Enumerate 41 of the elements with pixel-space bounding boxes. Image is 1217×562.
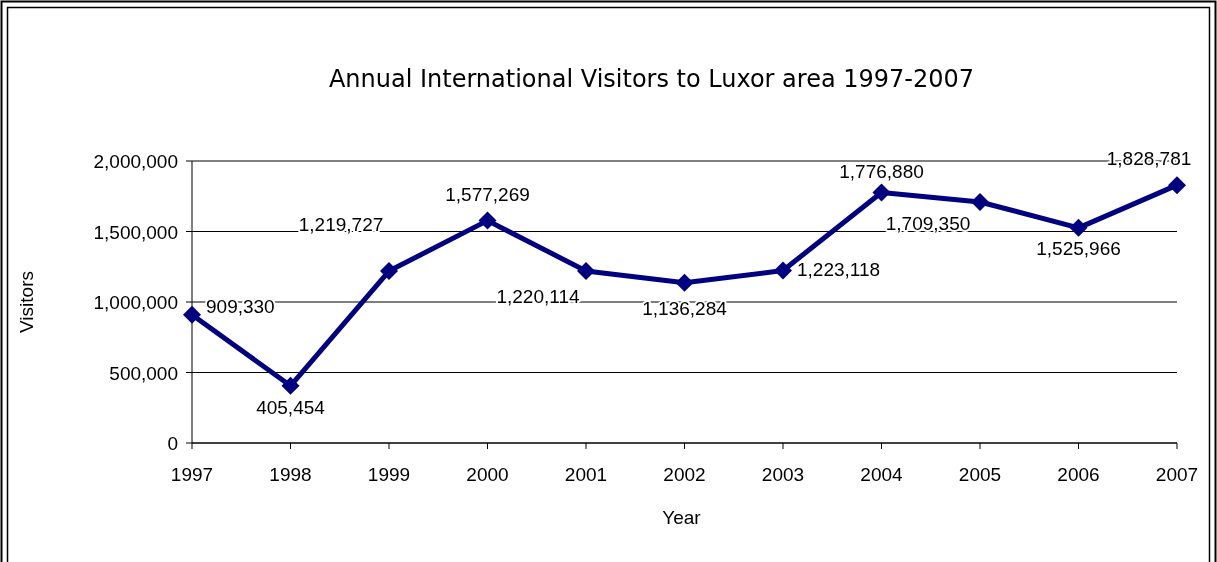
x-tick-label: 2004 [860, 464, 904, 485]
y-tick-label: 0 [167, 433, 178, 454]
x-tick-label: 1998 [269, 464, 312, 485]
data-label: 1,776,880 [839, 161, 924, 183]
point [1168, 176, 1186, 195]
data-label: 405,454 [256, 396, 326, 418]
point [1069, 218, 1088, 237]
x-axis-title: Year [662, 507, 702, 528]
x-tick-label: 2002 [663, 464, 706, 485]
data-label: 1,709,350 [885, 212, 971, 234]
data-label: 1,136,284 [642, 297, 728, 319]
point [774, 261, 792, 280]
x-tick-label: 2003 [761, 464, 805, 485]
x-tick-label: 2001 [564, 464, 608, 485]
x-tick-label: 2005 [958, 464, 1002, 485]
data-label: 1,577,269 [445, 183, 530, 205]
data-label: 1,223,118 [797, 258, 881, 280]
point [577, 261, 595, 280]
point [380, 262, 398, 281]
data-label: 1,219,727 [298, 214, 384, 236]
x-tick-label: 2006 [1057, 464, 1100, 485]
point [478, 211, 497, 230]
point [971, 192, 989, 211]
point [675, 273, 694, 292]
point [183, 305, 201, 324]
point [281, 376, 300, 395]
data-label: 1,525,966 [1036, 237, 1121, 259]
data-label: 1,220,114 [496, 285, 580, 307]
x-tick-label: 2007 [1155, 464, 1199, 485]
data-label: 1,828,781 [1106, 148, 1192, 170]
y-tick-label: 1,500,000 [93, 221, 178, 243]
chart-title: Annual International Visitors to Luxor area 1997-2007 [328, 65, 975, 93]
y-tick-label: 2,000,000 [93, 151, 178, 172]
x-tick-label: 2000 [466, 464, 509, 485]
data-label: 909,330 [206, 295, 275, 317]
x-tick-label: 1997 [170, 464, 214, 485]
x-tick-label: 1999 [367, 464, 411, 485]
point [872, 183, 891, 202]
y-tick-label: 1,000,000 [93, 292, 178, 313]
y-tick-label: 500,000 [109, 362, 178, 384]
y-axis-title: Visitors [16, 271, 37, 333]
